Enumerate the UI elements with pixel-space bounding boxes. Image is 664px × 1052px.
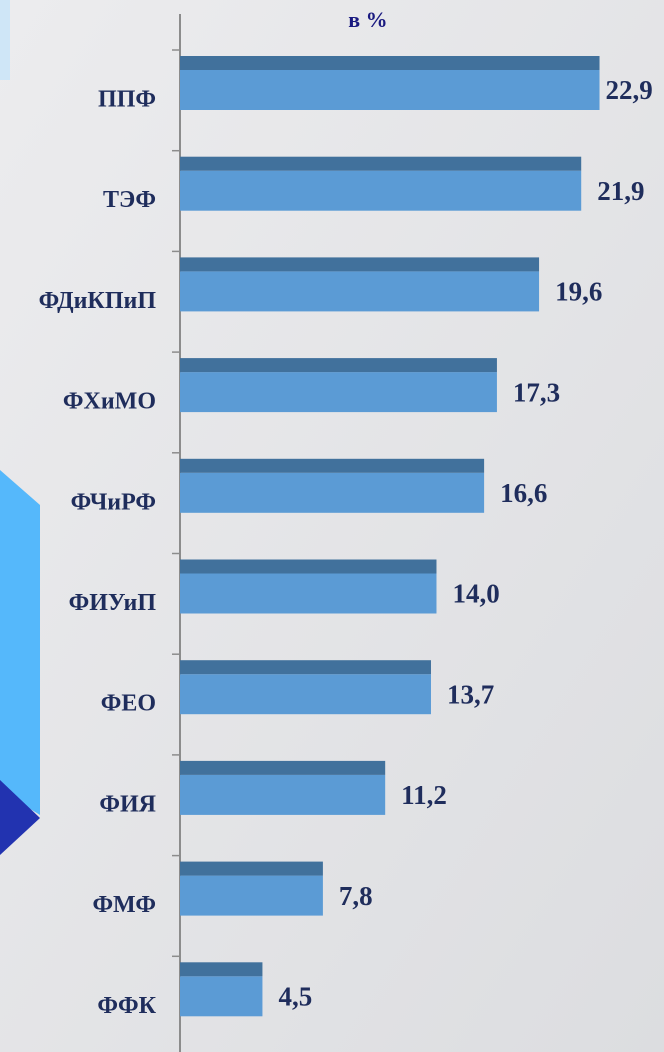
y-tick-label: ТЭФ bbox=[103, 187, 156, 213]
decor bbox=[0, 780, 40, 855]
data-label: 11,2 bbox=[401, 780, 447, 810]
y-tick-label: ФИУиП bbox=[69, 590, 157, 616]
bar-light bbox=[180, 70, 600, 110]
data-label: 13,7 bbox=[447, 679, 494, 709]
y-tick-label: ФМФ bbox=[92, 892, 156, 918]
y-tick-label: ППФ bbox=[98, 87, 156, 113]
bar-light bbox=[180, 372, 497, 413]
bar-light bbox=[180, 774, 386, 815]
bar-top bbox=[180, 559, 437, 574]
bar-top bbox=[180, 358, 497, 373]
bar-light bbox=[180, 976, 263, 1017]
data-label: 17,3 bbox=[513, 377, 560, 407]
bar-top bbox=[180, 660, 431, 675]
y-tick-label: ФИЯ bbox=[99, 791, 156, 817]
bar-light bbox=[180, 271, 540, 312]
decor bbox=[0, 470, 40, 815]
bar-light bbox=[180, 674, 431, 715]
y-tick-label: ФХиМО bbox=[63, 389, 156, 415]
data-label: 21,9 bbox=[597, 176, 644, 206]
bar-top bbox=[180, 56, 600, 70]
bar-top bbox=[180, 458, 485, 473]
bar-light bbox=[180, 573, 437, 614]
bar-light bbox=[180, 472, 485, 513]
data-label: 22,9 bbox=[606, 75, 653, 105]
y-tick-label: ФЧиРФ bbox=[71, 489, 156, 515]
bar-top bbox=[180, 861, 323, 876]
decor bbox=[0, 0, 10, 80]
data-label: 19,6 bbox=[555, 277, 602, 307]
data-label: 4,5 bbox=[278, 982, 312, 1012]
bar-top bbox=[180, 962, 263, 977]
y-tick-label: ФФК bbox=[97, 993, 156, 1019]
data-label: 16,6 bbox=[500, 478, 547, 508]
y-tick-label: ФЕО bbox=[101, 691, 156, 717]
bar-top bbox=[180, 156, 582, 171]
bar-light bbox=[180, 875, 323, 916]
data-label: 14,0 bbox=[452, 579, 499, 609]
data-label: 7,8 bbox=[339, 881, 373, 911]
chart-title: в % bbox=[348, 7, 387, 32]
bar-top bbox=[180, 760, 386, 775]
y-tick-label: ФДиКПиП bbox=[39, 288, 157, 314]
bar-light bbox=[180, 170, 582, 211]
bar-top bbox=[180, 257, 540, 272]
